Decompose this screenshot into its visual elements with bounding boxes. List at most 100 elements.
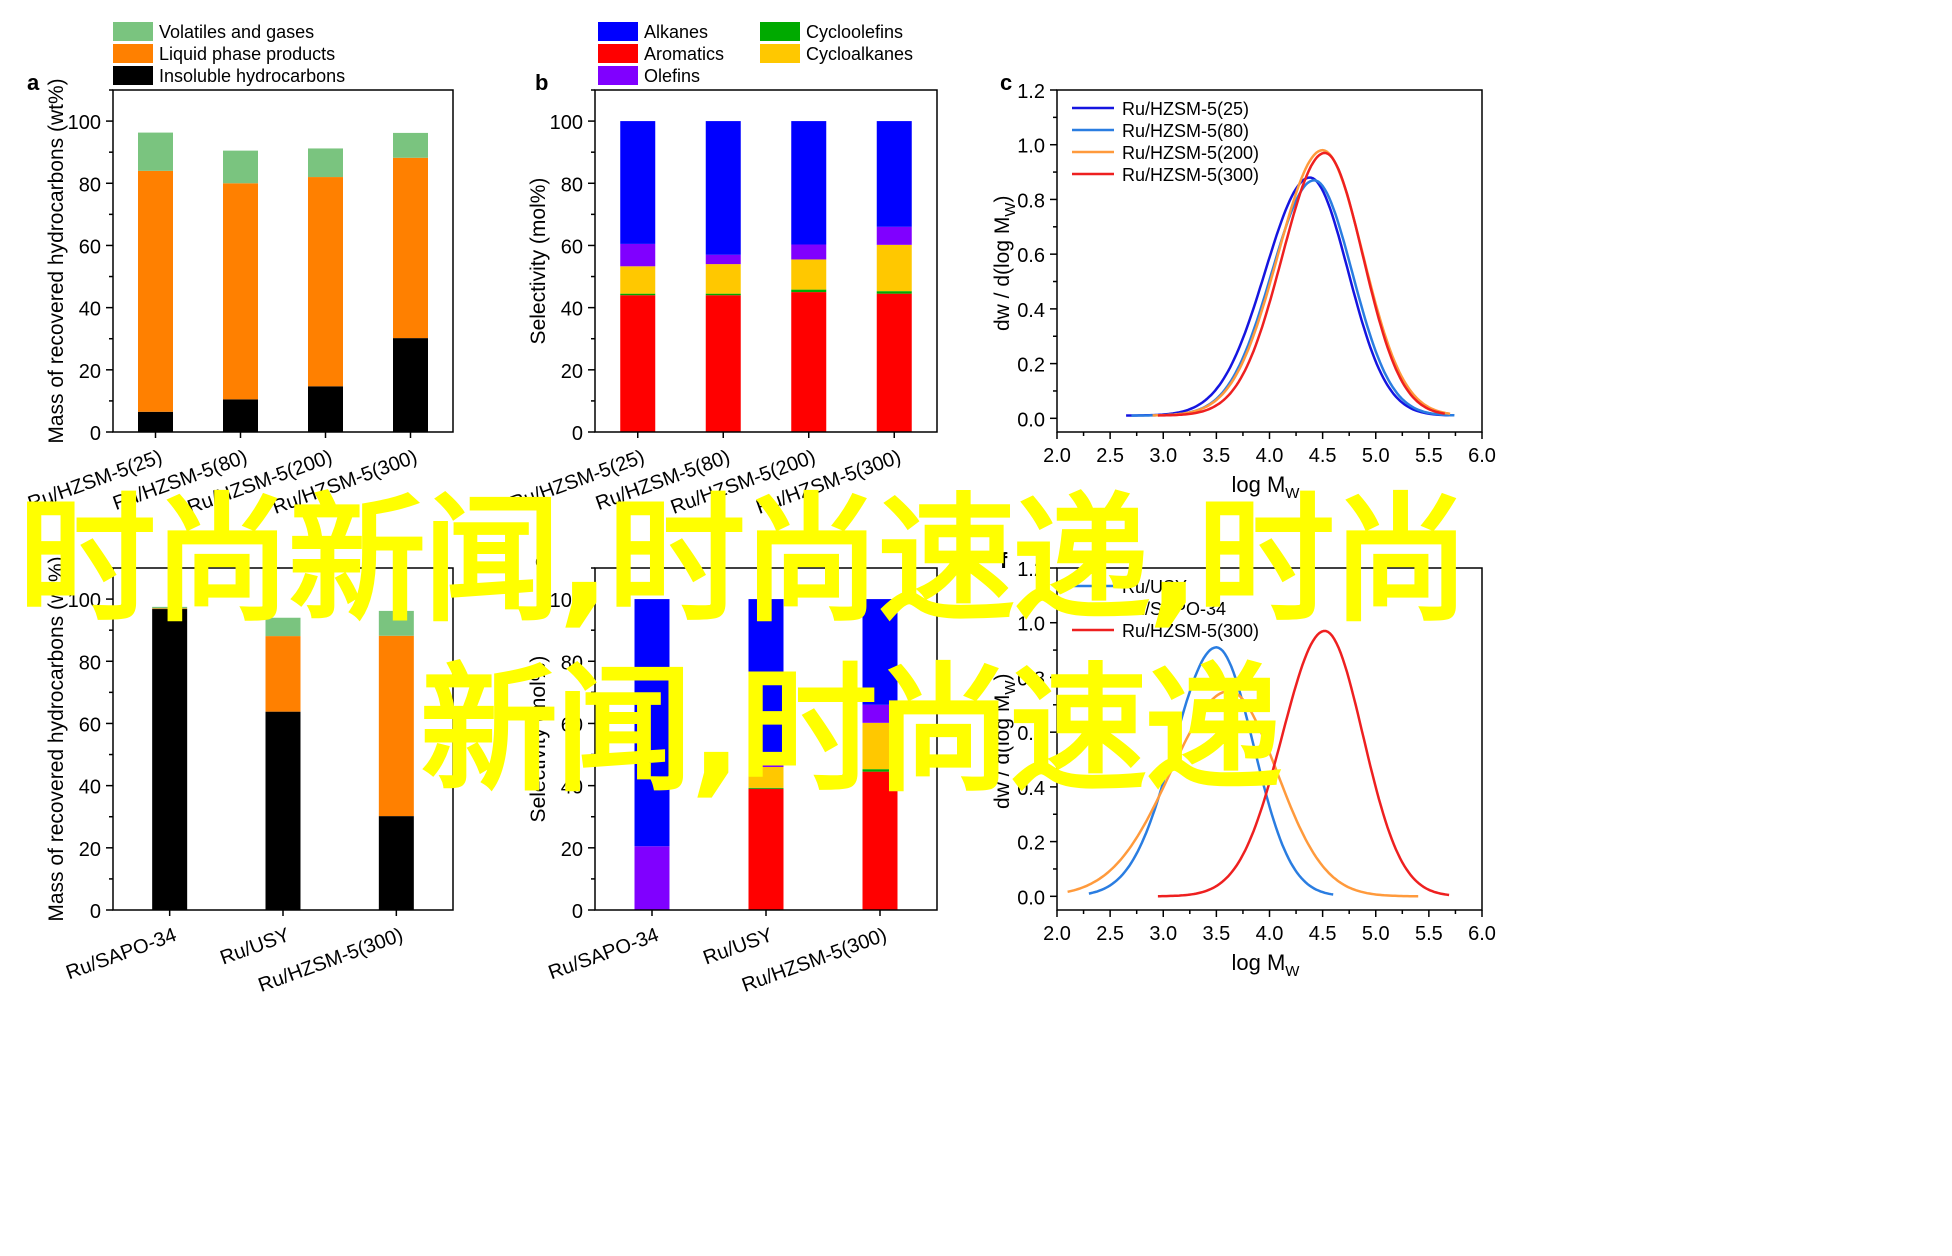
- x-tick-label: 2.5: [1096, 923, 1124, 945]
- panel-letter: c: [1000, 70, 1012, 95]
- bar-segment: [620, 243, 656, 267]
- legend-label: Insoluble hydrocarbons: [159, 66, 345, 86]
- legend-label: Ru/SAPO-34: [1122, 599, 1226, 619]
- bar-segment: [265, 711, 301, 910]
- bar-segment: [138, 411, 173, 432]
- x-tick-label: 5.5: [1415, 445, 1443, 467]
- bar-segment: [791, 289, 827, 293]
- legend-label: Olefins: [644, 66, 700, 86]
- y-tick-label: 40: [79, 777, 101, 799]
- bar-segment: [705, 264, 741, 294]
- legend-swatch: [113, 22, 153, 41]
- series-line: [1157, 629, 1450, 898]
- bar-segment: [862, 769, 898, 772]
- bar-segment: [876, 226, 912, 245]
- x-tick-label: 2.5: [1096, 445, 1124, 467]
- legend-label: Ru/HZSM-5(25): [1122, 99, 1249, 119]
- y-tick-label: 100: [68, 112, 101, 134]
- legend-swatch: [760, 22, 800, 41]
- panel-a: Ru/HZSM-5(25)Ru/HZSM-5(80)Ru/HZSM-5(200)…: [25, 70, 454, 519]
- y-tick-label: 1.0: [1017, 136, 1045, 158]
- legend-label: Cycloalkanes: [806, 44, 913, 64]
- y-tick-label: 0.2: [1017, 355, 1045, 377]
- y-axis-label: Selectivity (mol%): [527, 178, 550, 345]
- x-tick-label: 4.0: [1256, 923, 1284, 945]
- bar-segment: [620, 121, 656, 244]
- y-tick-label: 40: [561, 777, 583, 799]
- y-tick-label: 80: [561, 174, 583, 196]
- y-tick-label: 0: [572, 423, 583, 445]
- legend-label: Ru/HZSM-5(300): [1122, 165, 1259, 185]
- bar-segment: [308, 177, 343, 387]
- bar-segment: [152, 606, 188, 609]
- bar-segment: [393, 157, 428, 339]
- plot-frame: [1056, 567, 1483, 911]
- y-tick-label: 60: [79, 714, 101, 736]
- legend-swatch: [760, 44, 800, 63]
- bar-segment: [705, 295, 741, 432]
- x-tick-label: Ru/SAPO-34: [546, 924, 662, 984]
- bar-segment: [705, 121, 741, 255]
- bar-segment: [748, 788, 784, 910]
- legend-label: Cycloolefins: [806, 22, 903, 42]
- panel-letter: a: [27, 70, 40, 95]
- x-tick-label: 2.0: [1043, 445, 1071, 467]
- y-tick-label: 20: [79, 839, 101, 861]
- panel-letter: d: [27, 548, 40, 573]
- panel-f: 2.0 2.5 3.0 3.5 4.0 4.5 5.0 5.5 6.0 0.0 0.2 0.4 0.6 0…: [991, 548, 1496, 980]
- series-line: [1157, 151, 1446, 417]
- panel-b: Ru/HZSM-5(25)Ru/HZSM-5(80)Ru/HZSM-5(200)…: [507, 70, 938, 519]
- y-tick-label: 100: [550, 590, 583, 612]
- bar-segment: [862, 722, 898, 770]
- legend-swatch: [598, 66, 638, 85]
- bar-segment: [152, 609, 188, 910]
- plot-frame: [594, 89, 938, 433]
- panel-letter: f: [1000, 548, 1008, 573]
- y-tick-label: 0.4: [1017, 778, 1045, 800]
- panel-letter: b: [535, 70, 548, 95]
- bar-segment: [876, 293, 912, 432]
- bar-segment: [265, 636, 301, 712]
- bar-segment: [378, 610, 414, 636]
- bar-segment: [876, 121, 912, 227]
- x-axis-label: log MW: [1232, 950, 1301, 980]
- x-tick-label: 6.0: [1468, 445, 1496, 467]
- x-tick-label: 3.0: [1149, 923, 1177, 945]
- series-line: [1152, 148, 1451, 417]
- legend-label: Ru/HZSM-5(200): [1122, 143, 1259, 163]
- x-tick-label: 3.5: [1202, 445, 1230, 467]
- plot-frame: [1056, 89, 1483, 433]
- y-tick-label: 100: [550, 112, 583, 134]
- x-tick-label: 6.0: [1468, 923, 1496, 945]
- legend-label: Alkanes: [644, 22, 708, 42]
- bar-segment: [862, 704, 898, 723]
- panel-c: 2.0 2.5 3.0 3.5 4.0 4.5 5.0 5.5 6.0 0.0 0.2 0.4 0.6 0…: [991, 70, 1496, 502]
- bar-segment: [748, 765, 784, 767]
- plot-frame: [594, 567, 938, 911]
- legend-swatch: [113, 66, 153, 85]
- y-axis-label: Selectivity (mol%): [527, 656, 550, 823]
- y-tick-label: 0: [90, 901, 101, 923]
- x-axis-label: log MW: [1232, 472, 1301, 502]
- series-line: [1067, 689, 1419, 898]
- bar-segment: [791, 121, 827, 245]
- legend-label: Ru/HZSM-5(300): [1122, 621, 1259, 641]
- plot-frame: [112, 89, 454, 433]
- bar-segment: [265, 617, 301, 637]
- y-axis-label: dw / d(log MW): [991, 673, 1019, 809]
- bar-segment: [308, 386, 343, 432]
- y-tick-label: 0: [572, 901, 583, 923]
- y-tick-label: 40: [561, 299, 583, 321]
- x-tick-label: 5.0: [1362, 445, 1390, 467]
- x-tick-label: Ru/USY: [217, 924, 292, 969]
- legend-swatch: [598, 22, 638, 41]
- bar-segment: [748, 766, 784, 788]
- y-tick-label: 1.2: [1017, 81, 1045, 103]
- x-tick-label: 2.0: [1043, 923, 1071, 945]
- x-tick-label: 3.0: [1149, 445, 1177, 467]
- overlay-text-line-2: 新闻,时尚速递: [420, 650, 1282, 811]
- bar-segment: [393, 338, 428, 432]
- y-tick-label: 0.6: [1017, 723, 1045, 745]
